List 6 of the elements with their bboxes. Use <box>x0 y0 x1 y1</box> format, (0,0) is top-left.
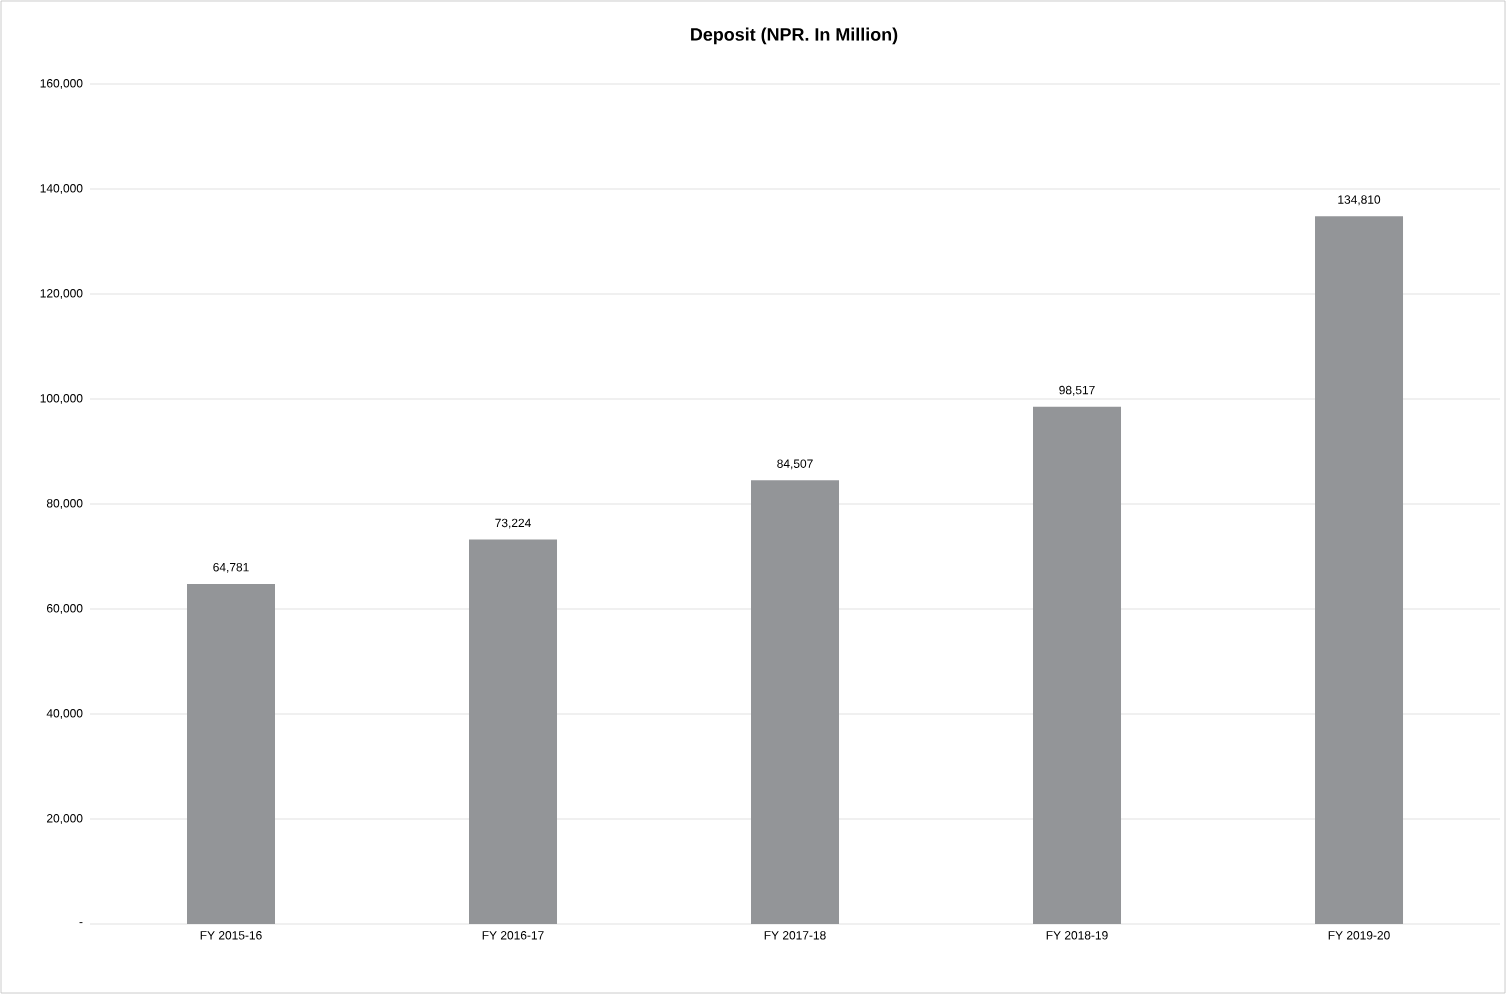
bar <box>751 480 840 924</box>
bar <box>187 583 275 924</box>
bar <box>469 539 558 924</box>
chart-title: Deposit (NPR. In Million) <box>691 27 898 45</box>
bar <box>1033 406 1122 924</box>
bar <box>1315 216 1404 924</box>
